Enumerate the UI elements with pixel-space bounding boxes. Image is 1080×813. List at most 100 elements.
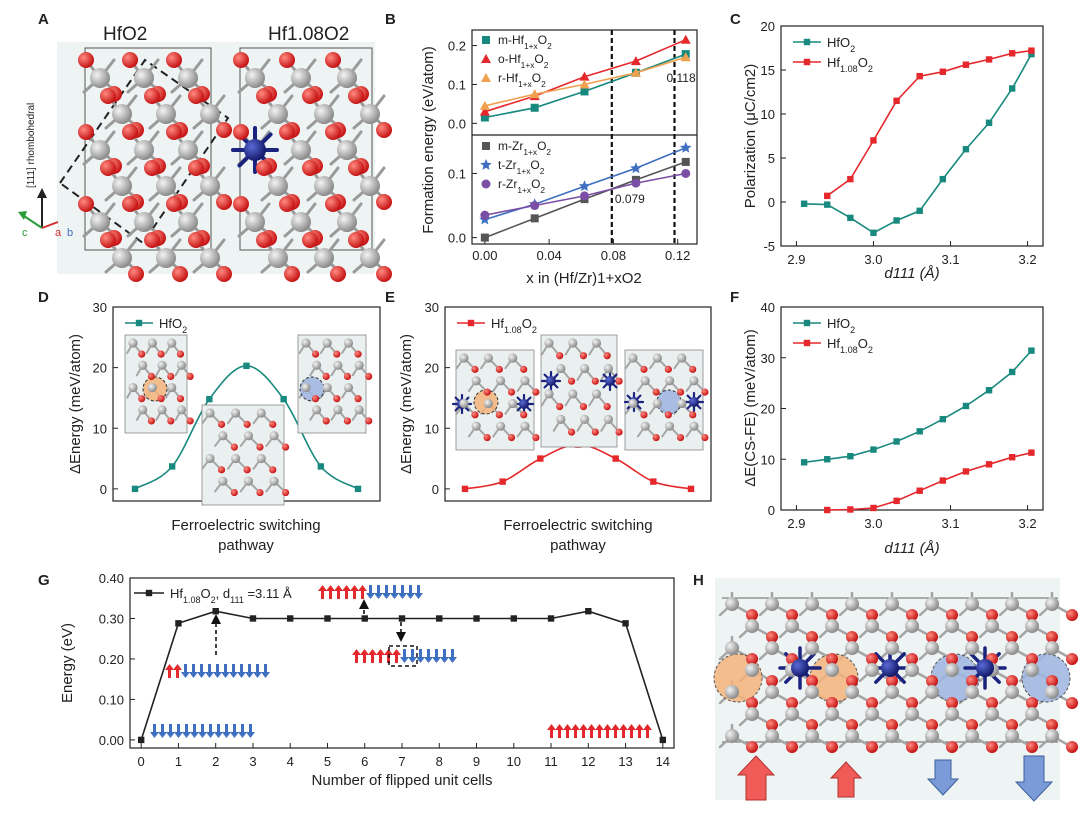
oxygen-atom <box>322 372 330 381</box>
oxygen-atom <box>166 196 182 212</box>
hafnium-atom <box>865 619 879 633</box>
data-point <box>137 736 145 744</box>
hafnium-atom <box>677 398 687 409</box>
b-ytick-bottom-label: 0.0 <box>448 231 466 246</box>
hafnium-atom <box>520 376 530 386</box>
b-data-point <box>579 71 590 81</box>
oxygen-atom <box>1066 653 1078 665</box>
hafnium-atom <box>885 641 899 655</box>
g-strip-all-up <box>627 724 636 738</box>
hafnium-atom <box>845 641 859 655</box>
b-data-point <box>479 106 490 116</box>
b-data-point <box>680 141 692 153</box>
oxygen-atom <box>302 88 318 104</box>
b-ytick-top-label: 0.1 <box>448 77 466 92</box>
xtick-label: 1 <box>175 754 182 769</box>
hafnium-atom <box>245 212 265 232</box>
oxygen-atom <box>786 741 798 753</box>
ytick-label: 0.00 <box>99 733 124 748</box>
hafnium-atom <box>845 729 859 743</box>
b-data-point <box>681 168 691 178</box>
data-point <box>206 395 213 403</box>
oxygen-atom <box>144 88 160 104</box>
hafnium-atom <box>805 641 819 655</box>
oxygen-atom <box>664 411 672 419</box>
panel-label-e: E <box>385 289 395 306</box>
data-point <box>1008 368 1016 376</box>
oxygen-atom <box>302 232 318 248</box>
oxygen-atom <box>826 653 838 665</box>
hafnium-atom <box>1045 597 1059 611</box>
b-legend-marker <box>481 179 491 189</box>
hafnium-atom <box>269 476 279 486</box>
hafnium-atom <box>205 453 215 464</box>
legend-marker <box>803 38 811 46</box>
data-point <box>916 487 923 494</box>
oxygen-atom <box>906 609 918 621</box>
oxygen-atom <box>652 388 660 396</box>
oxygen-atom <box>591 377 599 385</box>
g-strip-all-up <box>571 724 580 738</box>
oxygen-atom <box>1066 741 1078 753</box>
panel-b-frame <box>471 29 698 245</box>
xtick-label: 11 <box>544 754 558 769</box>
data-point <box>510 615 517 622</box>
hafnium-atom <box>1005 597 1019 611</box>
ytick-label: 20 <box>425 361 439 376</box>
hafnium-atom <box>147 338 157 348</box>
b-data-point <box>630 67 641 77</box>
oxygen-atom <box>766 675 778 687</box>
hafnium-atom <box>291 68 311 88</box>
g-strip-plateau <box>416 649 425 663</box>
oxygen-atom <box>846 631 858 643</box>
b-data-point <box>580 191 589 201</box>
oxygen-atom <box>689 411 697 419</box>
g-strip-plateau <box>448 649 457 663</box>
hafnium-atom <box>591 389 602 399</box>
g-strip-step-one <box>165 664 174 678</box>
data-point <box>870 137 877 144</box>
b-legend-marker <box>482 36 490 44</box>
series-line <box>140 610 664 741</box>
hafnium-atom <box>128 382 138 393</box>
hafnium-atom <box>945 663 959 677</box>
data-point <box>962 146 970 153</box>
hafnium-atom <box>845 685 859 699</box>
oxygen-atom <box>966 675 978 687</box>
hafnium-atom <box>925 685 939 699</box>
oxygen-atom <box>330 266 346 282</box>
data-point <box>622 620 629 627</box>
xtick-label: 3.1 <box>941 516 959 531</box>
data-point <box>985 56 993 63</box>
panel-a-title-right: Hf1.08O2 <box>268 24 349 45</box>
oxygen-atom <box>507 388 516 396</box>
e-xlabel-line2: pathway <box>550 537 606 554</box>
oxygen-atom <box>279 52 295 68</box>
g-strip-all-up <box>587 724 596 738</box>
b-legend-label: m-Zr1+xO2 <box>498 139 551 157</box>
oxygen-atom <box>188 232 204 248</box>
panel-label-b: B <box>385 11 396 28</box>
g-strip-all-up <box>643 724 652 738</box>
xtick-label: 7 <box>398 754 405 769</box>
oxygen-atom <box>376 122 392 138</box>
data-point <box>824 192 831 200</box>
g-strip-step-one <box>221 664 230 678</box>
hafnium-atom <box>471 376 481 386</box>
g-strip-peak <box>374 585 383 599</box>
legend-label: HfO2 <box>159 316 187 335</box>
g-ylabel: Energy (eV) <box>59 623 76 703</box>
hafnium-atom <box>134 212 154 232</box>
oxygen-atom <box>507 433 516 442</box>
ytick-label: 10 <box>425 421 439 436</box>
g-strip-plateau <box>368 649 377 663</box>
g-strip-all-down <box>230 724 239 738</box>
b-legend-label: m-Hf1+xO2 <box>498 33 552 51</box>
panel-h <box>713 578 1078 802</box>
hafnium-atom <box>256 408 266 418</box>
hafnium-atom <box>965 729 979 743</box>
g-strip-all-down <box>214 724 223 738</box>
g-strip-all-down <box>174 724 183 738</box>
data-point <box>1008 50 1016 57</box>
hafnium-atom <box>765 685 779 699</box>
